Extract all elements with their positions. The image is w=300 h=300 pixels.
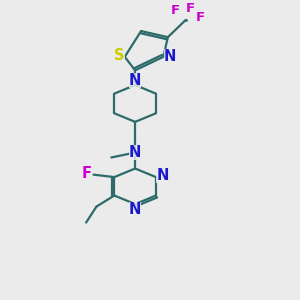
- Text: F: F: [186, 2, 195, 15]
- Text: S: S: [114, 48, 124, 63]
- Text: N: N: [129, 145, 141, 160]
- Text: N: N: [156, 168, 169, 183]
- Text: F: F: [82, 166, 92, 181]
- Text: F: F: [171, 4, 180, 17]
- Text: N: N: [129, 73, 141, 88]
- Text: N: N: [164, 49, 176, 64]
- Text: F: F: [196, 11, 205, 24]
- Text: N: N: [129, 202, 141, 217]
